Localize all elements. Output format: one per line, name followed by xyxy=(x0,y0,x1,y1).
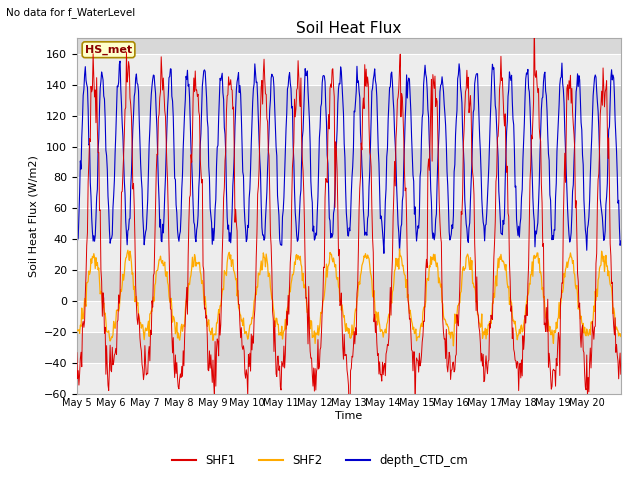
Bar xyxy=(77,54,621,85)
Bar xyxy=(77,301,621,332)
Bar xyxy=(77,178,621,208)
Bar xyxy=(77,239,621,270)
Text: HS_met: HS_met xyxy=(85,45,132,55)
Bar xyxy=(77,363,621,394)
Text: No data for f_WaterLevel: No data for f_WaterLevel xyxy=(6,7,136,18)
X-axis label: Time: Time xyxy=(335,411,362,421)
Legend: SHF1, SHF2, depth_CTD_cm: SHF1, SHF2, depth_CTD_cm xyxy=(168,449,472,472)
Bar xyxy=(77,116,621,146)
Y-axis label: Soil Heat Flux (W/m2): Soil Heat Flux (W/m2) xyxy=(28,155,38,277)
Title: Soil Heat Flux: Soil Heat Flux xyxy=(296,21,401,36)
